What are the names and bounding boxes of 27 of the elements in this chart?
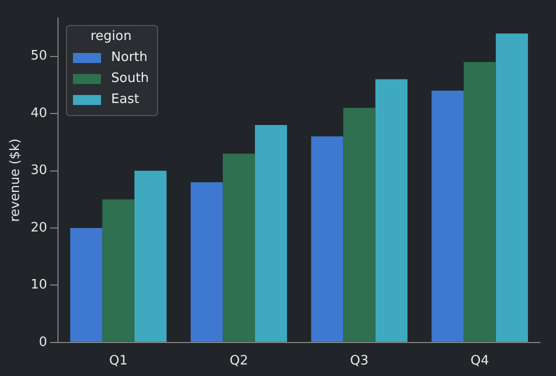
- bar: [375, 79, 408, 342]
- y-tick-label: 50: [30, 48, 48, 64]
- legend-label: South: [111, 71, 149, 86]
- bar: [254, 124, 288, 342]
- y-tick-label: 30: [30, 163, 48, 178]
- y-tick-label: 40: [30, 106, 48, 121]
- bar: [134, 170, 167, 342]
- bar: [102, 199, 134, 342]
- x-tick-label: Q2: [230, 354, 248, 369]
- bar: [432, 90, 464, 342]
- bar: [464, 62, 496, 342]
- bar: [70, 228, 102, 342]
- x-tick-label: Q1: [109, 354, 128, 369]
- legend-label: East: [111, 92, 140, 107]
- bar: [190, 182, 223, 342]
- y-axis-title: revenue ($k): [8, 138, 24, 222]
- x-tick-label: Q4: [470, 354, 490, 369]
- legend-label: North: [111, 50, 148, 65]
- bar: [496, 33, 528, 342]
- bar: [311, 136, 344, 342]
- bar: [343, 108, 376, 342]
- y-tick-label: 20: [30, 220, 48, 236]
- x-tick-label: Q3: [350, 354, 369, 369]
- bar: [222, 154, 255, 342]
- y-tick-label: 10: [30, 278, 48, 293]
- legend-title: region: [89, 29, 133, 44]
- y-tick-label: 0: [38, 334, 48, 350]
